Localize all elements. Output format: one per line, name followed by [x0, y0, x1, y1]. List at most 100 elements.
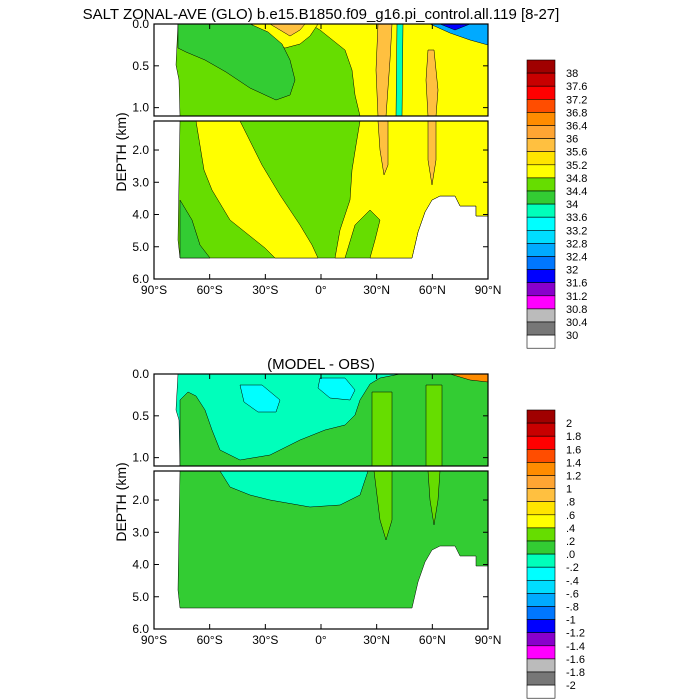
x-tick-label: 30°S	[252, 283, 278, 297]
field-region-green-band-2	[425, 384, 443, 466]
colorbar-label: -.8	[566, 602, 579, 614]
colorbar-swatch	[526, 475, 556, 489]
field-region-abyssal-fresh-south	[179, 199, 211, 259]
colorbar-label: 38	[566, 68, 578, 80]
y-tick-label: 1.0	[132, 101, 149, 115]
colorbar-label: 36.8	[566, 107, 587, 119]
colorbar-swatch	[526, 164, 556, 179]
colorbar-label: 31.6	[566, 278, 587, 290]
y-axis-label: DEPTH (km)	[113, 112, 129, 191]
colorbar-swatch	[526, 85, 556, 100]
colorbar-swatch	[526, 216, 556, 231]
colorbar-label: 33.6	[566, 212, 587, 224]
lower-panel-field	[154, 121, 488, 279]
y-tick-label: 2.0	[132, 493, 149, 507]
colorbar-swatch	[526, 59, 556, 74]
colorbar-label: .2	[566, 536, 575, 548]
y-axis-lower: 2.0 3.0 4.0 5.0 6.0	[132, 493, 488, 636]
field-region-narrow-front	[395, 24, 404, 116]
colorbar: 3837.637.236.836.43635.635.234.834.43433…	[526, 59, 587, 349]
y-tick-label: 2.0	[132, 143, 149, 157]
colorbar-label: .6	[566, 510, 575, 522]
x-tick-label: 0°	[315, 633, 327, 647]
colorbar-label: -1	[566, 615, 576, 627]
colorbar-swatch	[526, 671, 556, 686]
y-tick-label: 6.0	[132, 272, 149, 286]
x-axis: 90°S 60°S 30°S 0° 30°N 60°N 90°N	[141, 24, 501, 297]
field-region-green-band	[373, 471, 393, 541]
colorbar-label: 37.6	[566, 81, 587, 93]
colorbar-swatch	[526, 334, 556, 349]
colorbar-swatch	[526, 295, 556, 310]
colorbar-label: 2	[566, 418, 572, 430]
plot-title: (MODEL - OBS)	[267, 356, 375, 373]
field-region-deep-salty-north	[334, 121, 488, 259]
y-tick-label: 4.0	[132, 208, 149, 222]
colorbar-swatch	[526, 684, 556, 699]
colorbar-label: 1	[566, 484, 572, 496]
colorbar-label: 35.6	[566, 147, 587, 159]
colorbar-label: -1.6	[566, 654, 585, 666]
colorbar-label: .0	[566, 549, 575, 561]
y-tick-label: 0.0	[132, 17, 149, 31]
colorbar-swatch	[526, 177, 556, 192]
colorbar-swatch	[526, 540, 556, 555]
y-tick-label: 0.5	[132, 59, 149, 73]
lower-panel-field	[154, 471, 488, 629]
y-axis-upper: 0.0 0.5 1.0	[132, 367, 488, 465]
salinity-plot: SALT ZONAL-AVE (GLO) b.e15.B1850.f09_g16…	[83, 6, 587, 349]
y-tick-label: 1.0	[132, 451, 149, 465]
colorbar-label: -2	[566, 680, 576, 692]
colorbar-swatch	[526, 409, 556, 424]
colorbar-label: 34.4	[566, 186, 587, 198]
colorbar-swatch	[526, 462, 556, 476]
y-tick-label: 0.5	[132, 409, 149, 423]
colorbar-swatch	[526, 256, 556, 270]
colorbar-label: 1.6	[566, 444, 581, 456]
colorbar-swatch	[526, 619, 556, 633]
field-region-fresh-bias-north	[317, 377, 356, 401]
field-region-arctic-fresh	[429, 24, 488, 46]
colorbar-swatch	[526, 282, 556, 297]
colorbar-swatch	[526, 514, 556, 529]
x-tick-label: 90°N	[475, 633, 502, 647]
upper-panel-field	[154, 24, 488, 116]
colorbar-label: 37.2	[566, 94, 587, 106]
y-tick-label: 5.0	[132, 590, 149, 604]
colorbar-swatch	[526, 72, 556, 87]
field-region-green-band-2	[427, 471, 441, 526]
colorbar-label: 32.8	[566, 238, 587, 250]
x-tick-label: 60°N	[419, 633, 446, 647]
colorbar-swatch	[526, 488, 556, 503]
colorbar-label: 1.4	[566, 457, 581, 469]
x-tick-label: 60°S	[197, 283, 223, 297]
colorbar-swatch	[526, 230, 556, 244]
colorbar-swatch	[526, 658, 556, 673]
colorbar-label: -.2	[566, 562, 579, 574]
colorbar-swatch	[526, 99, 556, 113]
colorbar-label: .4	[566, 523, 575, 535]
colorbar-swatch	[526, 645, 556, 660]
x-tick-label: 0°	[315, 283, 327, 297]
colorbar-label: 32.4	[566, 252, 587, 264]
colorbar-swatch	[526, 553, 556, 568]
x-axis: 90°S 60°S 30°S 0° 30°N 60°N 90°N	[141, 374, 501, 647]
colorbar-label: .8	[566, 497, 575, 509]
colorbar-swatch	[526, 203, 556, 218]
field-region-arctic-dipole	[449, 374, 488, 383]
colorbar-label: 31.2	[566, 291, 587, 303]
colorbar-swatch	[526, 269, 556, 284]
colorbar-label: -.4	[566, 575, 579, 587]
y-tick-label: 5.0	[132, 240, 149, 254]
bias-plot: (MODEL - OBS) 90°S 60°S 30°S 0° 30°N 60°N 90°N…	[113, 356, 585, 699]
colorbar: 21.81.61.41.21.8.6.4.2.0-.2-.4-.6-.8-1-1…	[526, 409, 585, 699]
colorbar-label: 35.2	[566, 160, 587, 172]
colorbar-swatch	[526, 606, 556, 620]
colorbar-swatch	[526, 308, 556, 323]
colorbar-label: 32	[566, 265, 578, 277]
colorbar-swatch	[526, 190, 556, 205]
colorbar-swatch	[526, 448, 556, 463]
colorbar-swatch	[526, 632, 556, 647]
colorbar-label: 1.2	[566, 471, 581, 483]
colorbar-label: 30.4	[566, 317, 587, 329]
